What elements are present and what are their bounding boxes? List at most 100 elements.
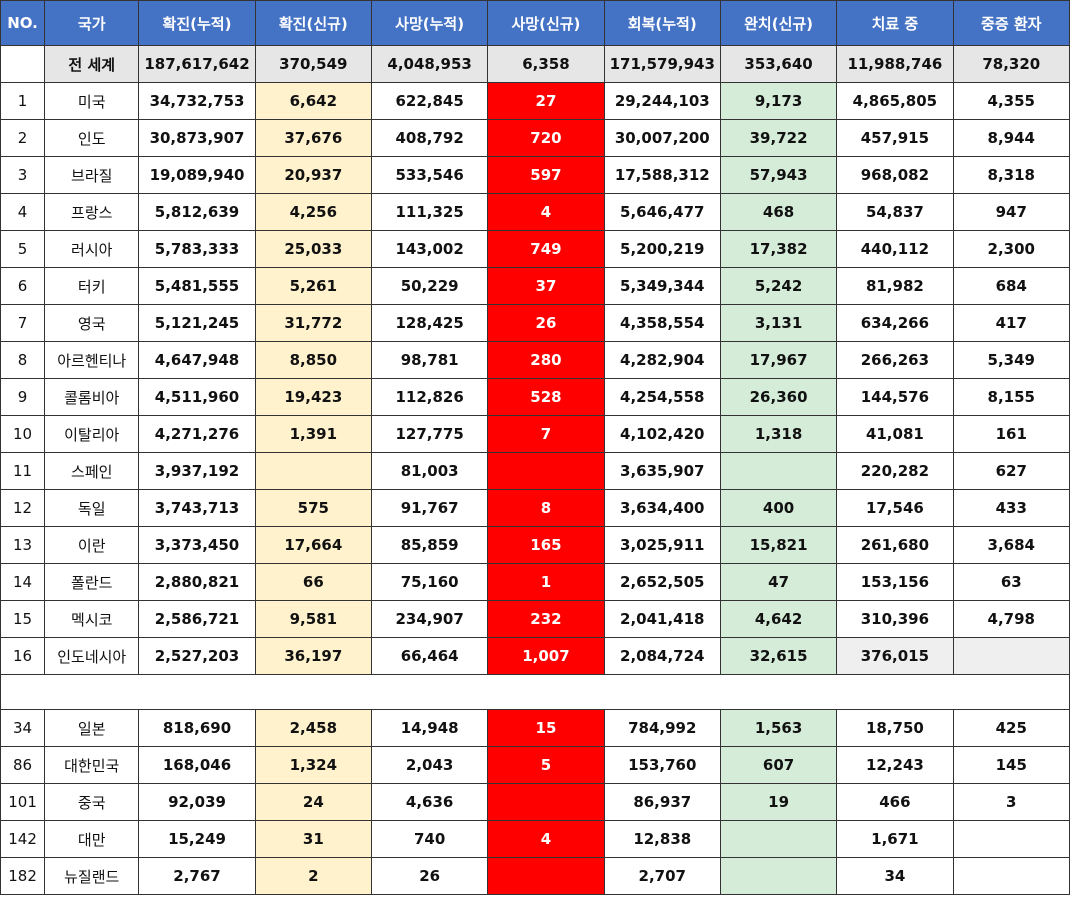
world-deaths: 4,048,953 xyxy=(370,45,489,83)
active-cell: 634,266 xyxy=(836,304,954,342)
header-deaths: 사망(누적) xyxy=(370,0,489,46)
new-cases-cell: 24 xyxy=(254,783,372,821)
deaths-cell: 50,229 xyxy=(370,267,489,305)
critical-cell xyxy=(952,857,1070,895)
table-row: 142 대만 15,249 31 740 4 12,838 1,671 xyxy=(0,820,1070,858)
recovered-cell: 2,084,724 xyxy=(603,637,721,675)
row-no: 101 xyxy=(0,783,46,821)
header-country: 국가 xyxy=(44,0,140,46)
table-row: 2 인도 30,873,907 37,676 408,792 720 30,007,200 3… xyxy=(0,119,1070,157)
table-row: 15 멕시코 2,586,721 9,581 234,907 232 2,041,418 4,… xyxy=(0,600,1070,638)
cases-cell: 4,271,276 xyxy=(138,415,256,453)
recovered-cell: 17,588,312 xyxy=(603,156,721,194)
active-cell: 34 xyxy=(836,857,954,895)
deaths-cell: 111,325 xyxy=(370,193,489,231)
row-no: 10 xyxy=(0,415,46,453)
header-recovered: 회복(누적) xyxy=(603,0,721,46)
new-recovered-cell: 400 xyxy=(719,489,838,527)
new-recovered-cell: 1,563 xyxy=(719,709,838,747)
new-recovered-cell: 57,943 xyxy=(719,156,838,194)
recovered-cell: 5,200,219 xyxy=(603,230,721,268)
world-active: 11,988,746 xyxy=(836,45,954,83)
table-row: 3 브라질 19,089,940 20,937 533,546 597 17,588,312… xyxy=(0,156,1070,194)
critical-cell: 417 xyxy=(952,304,1070,342)
world-new-recovered: 353,640 xyxy=(719,45,838,83)
cases-cell: 5,121,245 xyxy=(138,304,256,342)
new-deaths-cell: 5 xyxy=(487,746,605,784)
critical-cell xyxy=(952,820,1070,858)
new-recovered-cell: 47 xyxy=(719,563,838,601)
country-name: 콜롬비아 xyxy=(44,378,140,416)
cases-cell: 5,812,639 xyxy=(138,193,256,231)
country-name: 대한민국 xyxy=(44,746,140,784)
critical-cell: 8,944 xyxy=(952,119,1070,157)
row-no: 9 xyxy=(0,378,46,416)
critical-cell: 145 xyxy=(952,746,1070,784)
header-no: NO. xyxy=(0,0,46,46)
new-recovered-cell: 1,318 xyxy=(719,415,838,453)
new-cases-cell: 1,324 xyxy=(254,746,372,784)
new-deaths-cell: 8 xyxy=(487,489,605,527)
country-name: 폴란드 xyxy=(44,563,140,601)
recovered-cell: 3,634,400 xyxy=(603,489,721,527)
new-deaths-cell: 4 xyxy=(487,820,605,858)
recovered-cell: 153,760 xyxy=(603,746,721,784)
country-name: 인도 xyxy=(44,119,140,157)
active-cell: 17,546 xyxy=(836,489,954,527)
recovered-cell: 2,652,505 xyxy=(603,563,721,601)
recovered-cell: 3,635,907 xyxy=(603,452,721,490)
new-deaths-cell xyxy=(487,452,605,490)
active-cell: 18,750 xyxy=(836,709,954,747)
deaths-cell: 81,003 xyxy=(370,452,489,490)
table-row: 11 스페인 3,937,192 81,003 3,635,907 220,282 627 xyxy=(0,452,1070,490)
country-name: 이란 xyxy=(44,526,140,564)
new-deaths-cell: 27 xyxy=(487,82,605,120)
cases-cell: 30,873,907 xyxy=(138,119,256,157)
row-no: 2 xyxy=(0,119,46,157)
world-total-row: 전 세계 187,617,642 370,549 4,048,953 6,358… xyxy=(0,45,1070,83)
active-cell: 54,837 xyxy=(836,193,954,231)
deaths-cell: 143,002 xyxy=(370,230,489,268)
table-row: 9 콜롬비아 4,511,960 19,423 112,826 528 4,254,558 2… xyxy=(0,378,1070,416)
critical-cell: 4,355 xyxy=(952,82,1070,120)
active-cell: 1,671 xyxy=(836,820,954,858)
new-cases-cell: 5,261 xyxy=(254,267,372,305)
deaths-cell: 128,425 xyxy=(370,304,489,342)
row-no: 4 xyxy=(0,193,46,231)
new-deaths-cell: 232 xyxy=(487,600,605,638)
country-name: 중국 xyxy=(44,783,140,821)
new-deaths-cell: 1 xyxy=(487,563,605,601)
recovered-cell: 4,102,420 xyxy=(603,415,721,453)
new-cases-cell: 8,850 xyxy=(254,341,372,379)
active-cell: 376,015 xyxy=(836,637,954,675)
row-no: 182 xyxy=(0,857,46,895)
row-no: 5 xyxy=(0,230,46,268)
table-row: 5 러시아 5,783,333 25,033 143,002 749 5,200,219 17… xyxy=(0,230,1070,268)
critical-cell: 425 xyxy=(952,709,1070,747)
header-new-cases: 확진(신규) xyxy=(254,0,372,46)
section-gap-row xyxy=(0,674,1070,710)
deaths-cell: 622,845 xyxy=(370,82,489,120)
cases-cell: 19,089,940 xyxy=(138,156,256,194)
table-row: 10 이탈리아 4,271,276 1,391 127,775 7 4,102,420 1,3… xyxy=(0,415,1070,453)
new-cases-cell: 17,664 xyxy=(254,526,372,564)
cases-cell: 818,690 xyxy=(138,709,256,747)
row-no: 6 xyxy=(0,267,46,305)
deaths-cell: 98,781 xyxy=(370,341,489,379)
recovered-cell: 2,041,418 xyxy=(603,600,721,638)
table-row: 4 프랑스 5,812,639 4,256 111,325 4 5,646,477 468 54… xyxy=(0,193,1070,231)
new-cases-cell: 4,256 xyxy=(254,193,372,231)
critical-cell: 947 xyxy=(952,193,1070,231)
new-cases-cell: 575 xyxy=(254,489,372,527)
new-recovered-cell: 39,722 xyxy=(719,119,838,157)
world-critical: 78,320 xyxy=(952,45,1070,83)
country-name: 뉴질랜드 xyxy=(44,857,140,895)
recovered-cell: 4,282,904 xyxy=(603,341,721,379)
critical-cell: 3 xyxy=(952,783,1070,821)
header-cases: 확진(누적) xyxy=(138,0,256,46)
new-cases-cell: 25,033 xyxy=(254,230,372,268)
new-recovered-cell: 17,967 xyxy=(719,341,838,379)
new-recovered-cell: 32,615 xyxy=(719,637,838,675)
critical-cell: 63 xyxy=(952,563,1070,601)
world-new-cases: 370,549 xyxy=(254,45,372,83)
